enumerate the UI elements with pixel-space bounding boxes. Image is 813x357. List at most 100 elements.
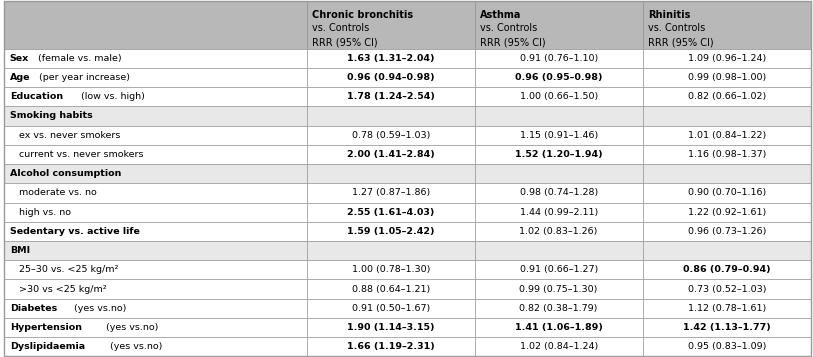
Text: 1.22 (0.92–1.61): 1.22 (0.92–1.61): [688, 208, 766, 217]
Text: 1.12 (0.78–1.61): 1.12 (0.78–1.61): [688, 304, 766, 313]
Bar: [4, 164, 307, 183]
Bar: [4, 87, 307, 106]
Bar: [307, 106, 475, 126]
Bar: [307, 318, 475, 337]
Text: RRR (95% CI): RRR (95% CI): [312, 37, 378, 47]
Text: 2.55 (1.61–4.03): 2.55 (1.61–4.03): [347, 208, 434, 217]
Bar: [475, 298, 642, 318]
Bar: [642, 337, 811, 356]
Text: 0.95 (0.83–1.09): 0.95 (0.83–1.09): [688, 342, 766, 351]
Bar: [4, 318, 307, 337]
Text: 1.78 (1.24–2.54): 1.78 (1.24–2.54): [347, 92, 435, 101]
Bar: [642, 106, 811, 126]
Text: 1.41 (1.06–1.89): 1.41 (1.06–1.89): [515, 323, 602, 332]
Text: 1.02 (0.84–1.24): 1.02 (0.84–1.24): [520, 342, 598, 351]
Text: 2.00 (1.41–2.84): 2.00 (1.41–2.84): [347, 150, 435, 159]
Text: 1.27 (0.87–1.86): 1.27 (0.87–1.86): [352, 188, 430, 197]
Text: Hypertension: Hypertension: [10, 323, 82, 332]
Text: 0.90 (0.70–1.16): 0.90 (0.70–1.16): [688, 188, 766, 197]
Bar: [475, 87, 642, 106]
Bar: [307, 145, 475, 164]
Bar: [307, 222, 475, 241]
Bar: [4, 145, 307, 164]
Text: (per year increase): (per year increase): [37, 73, 130, 82]
Text: Chronic bronchitis: Chronic bronchitis: [312, 10, 414, 20]
Bar: [642, 241, 811, 260]
Bar: [307, 126, 475, 145]
Bar: [4, 298, 307, 318]
Bar: [4, 106, 307, 126]
Text: 1.52 (1.20–1.94): 1.52 (1.20–1.94): [515, 150, 602, 159]
Bar: [307, 1, 475, 49]
Text: 1.63 (1.31–2.04): 1.63 (1.31–2.04): [347, 54, 434, 63]
Bar: [642, 145, 811, 164]
Bar: [307, 68, 475, 87]
Bar: [307, 337, 475, 356]
Bar: [642, 260, 811, 280]
Text: vs. Controls: vs. Controls: [312, 23, 370, 33]
Text: (female vs. male): (female vs. male): [35, 54, 121, 63]
Text: 1.00 (0.66–1.50): 1.00 (0.66–1.50): [520, 92, 598, 101]
Bar: [475, 318, 642, 337]
Bar: [307, 241, 475, 260]
Text: Diabetes: Diabetes: [10, 304, 57, 313]
Bar: [642, 1, 811, 49]
Text: Education: Education: [10, 92, 63, 101]
Bar: [4, 202, 307, 222]
Text: 1.59 (1.05–2.42): 1.59 (1.05–2.42): [347, 227, 434, 236]
Text: 1.09 (0.96–1.24): 1.09 (0.96–1.24): [688, 54, 766, 63]
Bar: [4, 126, 307, 145]
Text: Sex: Sex: [10, 54, 29, 63]
Text: 0.96 (0.94–0.98): 0.96 (0.94–0.98): [347, 73, 435, 82]
Text: 0.78 (0.59–1.03): 0.78 (0.59–1.03): [351, 131, 430, 140]
Bar: [307, 202, 475, 222]
Text: 0.86 (0.79–0.94): 0.86 (0.79–0.94): [683, 265, 771, 274]
Text: current vs. never smokers: current vs. never smokers: [10, 150, 143, 159]
Text: Dyslipidaemia: Dyslipidaemia: [10, 342, 85, 351]
Text: vs. Controls: vs. Controls: [480, 23, 537, 33]
Text: Sedentary vs. active life: Sedentary vs. active life: [10, 227, 140, 236]
Text: 1.16 (0.98–1.37): 1.16 (0.98–1.37): [688, 150, 766, 159]
Text: 0.88 (0.64–1.21): 0.88 (0.64–1.21): [352, 285, 430, 293]
Bar: [475, 260, 642, 280]
Text: (yes vs.no): (yes vs.no): [107, 342, 162, 351]
Bar: [4, 222, 307, 241]
Bar: [4, 280, 307, 298]
Text: 0.82 (0.66–1.02): 0.82 (0.66–1.02): [688, 92, 766, 101]
Text: 0.96 (0.95–0.98): 0.96 (0.95–0.98): [515, 73, 602, 82]
Bar: [307, 183, 475, 202]
Text: 1.42 (1.13–1.77): 1.42 (1.13–1.77): [683, 323, 771, 332]
Text: 0.98 (0.74–1.28): 0.98 (0.74–1.28): [520, 188, 598, 197]
Bar: [4, 68, 307, 87]
Text: Asthma: Asthma: [480, 10, 522, 20]
Text: Rhinitis: Rhinitis: [648, 10, 691, 20]
Text: 1.44 (0.99–2.11): 1.44 (0.99–2.11): [520, 208, 598, 217]
Text: 1.15 (0.91–1.46): 1.15 (0.91–1.46): [520, 131, 598, 140]
Text: moderate vs. no: moderate vs. no: [10, 188, 97, 197]
Bar: [307, 280, 475, 298]
Text: 1.66 (1.19–2.31): 1.66 (1.19–2.31): [347, 342, 435, 351]
Bar: [475, 222, 642, 241]
Bar: [475, 280, 642, 298]
Text: 0.91 (0.76–1.10): 0.91 (0.76–1.10): [520, 54, 598, 63]
Bar: [642, 298, 811, 318]
Bar: [642, 126, 811, 145]
Bar: [475, 202, 642, 222]
Bar: [4, 183, 307, 202]
Text: high vs. no: high vs. no: [10, 208, 71, 217]
Bar: [475, 183, 642, 202]
Bar: [307, 298, 475, 318]
Bar: [4, 260, 307, 280]
Bar: [307, 49, 475, 68]
Text: Age: Age: [10, 73, 30, 82]
Bar: [475, 337, 642, 356]
Bar: [4, 241, 307, 260]
Text: Smoking habits: Smoking habits: [10, 111, 93, 121]
Bar: [475, 49, 642, 68]
Text: 0.91 (0.50–1.67): 0.91 (0.50–1.67): [352, 304, 430, 313]
Text: 1.90 (1.14–3.15): 1.90 (1.14–3.15): [347, 323, 434, 332]
Text: 1.01 (0.84–1.22): 1.01 (0.84–1.22): [688, 131, 766, 140]
Text: >30 vs <25 kg/m²: >30 vs <25 kg/m²: [10, 285, 107, 293]
Bar: [4, 1, 307, 49]
Text: Alcohol consumption: Alcohol consumption: [10, 169, 121, 178]
